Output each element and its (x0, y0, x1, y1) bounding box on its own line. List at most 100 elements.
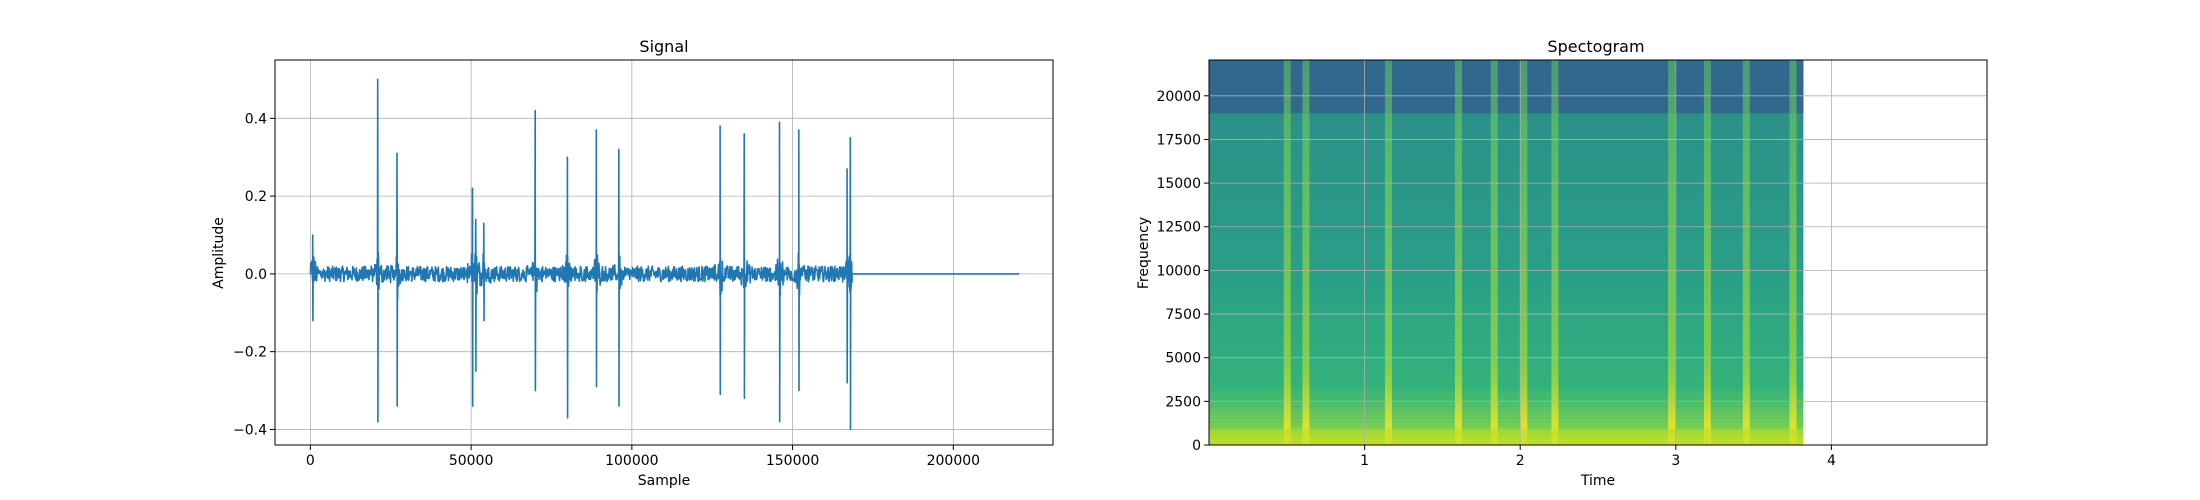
spectrogram-texture-band (1209, 425, 1804, 428)
signal-xtick-label: 0 (306, 453, 315, 469)
spectrogram-ticks: 1 2 3 4 0 2500 5000 7500 10000 12500 15000 17500 200… (1156, 89, 1835, 469)
spectrogram-texture-band (1209, 385, 1804, 388)
spectrogram-texture-band (1209, 401, 1804, 404)
spectrogram-texture-band (1209, 257, 1804, 260)
signal-xtick-label: 100000 (605, 453, 658, 469)
spectrogram-ytick-label: 20000 (1156, 89, 1201, 105)
spectrogram-xtick-label: 4 (1827, 453, 1836, 469)
spectrogram-texture-band (1209, 357, 1804, 360)
spectrogram-chart: Spectogram 1 2 3 4 0 2500 5000 7500 10000 12500 15… (1136, 37, 1988, 489)
spectrogram-plot-frame (1208, 59, 1988, 446)
spectrogram-texture-band (1209, 133, 1804, 136)
spectrogram-texture-band (1209, 397, 1804, 400)
spectrogram-texture-band (1209, 265, 1804, 268)
signal-ytick-label: 0.4 (245, 111, 267, 127)
signal-ylabel: Amplitude (211, 217, 227, 289)
spectrogram-texture-band (1209, 341, 1804, 344)
spectrogram-onset (1789, 60, 1797, 445)
spectrogram-texture-band (1209, 393, 1803, 395)
spectrogram-ytick-label: 12500 (1156, 220, 1201, 236)
signal-grid (275, 60, 1053, 445)
spectrogram-texture-band (1209, 113, 1804, 116)
spectrogram-texture-band (1209, 129, 1804, 132)
spectrogram-onset (1742, 60, 1750, 445)
spectrogram-texture-band (1209, 309, 1804, 312)
spectrogram-texture-band (1209, 233, 1804, 236)
spectrogram-texture-band (1209, 285, 1804, 288)
spectrogram-onset (1520, 60, 1528, 445)
spectrogram-texture-band (1209, 289, 1804, 292)
spectrogram-texture-band (1209, 349, 1804, 352)
spectrogram-texture-band (1209, 217, 1804, 220)
spectrogram-texture-band (1209, 345, 1804, 348)
spectrogram-texture-band (1209, 141, 1804, 144)
spectrogram-onset (1384, 60, 1392, 445)
signal-ytick-label: −0.2 (233, 345, 267, 361)
spectrogram-texture-band (1209, 293, 1804, 296)
spectrogram-onset (1302, 60, 1310, 445)
spectrogram-onset (1454, 60, 1462, 445)
spectrogram-texture-band (1209, 221, 1804, 224)
spectrogram-ytick-label: 2500 (1165, 394, 1201, 410)
spectrogram-texture-band (1209, 205, 1804, 208)
signal-series-path (309, 78, 1020, 431)
spectrogram-texture-band (1209, 381, 1804, 384)
spectrogram-ytick-label: 0 (1192, 438, 1201, 454)
spectrogram-onset (1490, 60, 1498, 445)
spectrogram-texture-band (1209, 373, 1804, 376)
spectrogram-image (1209, 60, 1804, 445)
spectrogram-ytick-label: 15000 (1156, 176, 1201, 192)
spectrogram-texture-band (1209, 377, 1803, 379)
spectrogram-texture-band (1209, 273, 1804, 276)
spectrogram-texture-band (1209, 169, 1804, 172)
spectrogram-texture-band (1209, 361, 1804, 364)
spectrogram-texture-band (1209, 173, 1804, 176)
spectrogram-onset (1703, 60, 1711, 445)
spectrogram-texture-band (1209, 389, 1804, 392)
signal-plot-frame (274, 59, 1054, 446)
spectrogram-texture-band (1209, 353, 1804, 356)
spectrogram-texture-band (1209, 193, 1803, 195)
signal-xtick-label: 50000 (449, 453, 494, 469)
spectrogram-texture-band (1209, 305, 1804, 308)
signal-ytick-label: 0.2 (245, 189, 267, 205)
spectrogram-texture-band (1209, 201, 1804, 204)
spectrogram-texture-band (1209, 245, 1804, 248)
signal-xtick-label: 150000 (766, 453, 819, 469)
signal-ytick-label: 0.0 (245, 267, 267, 283)
spectrogram-texture-band (1209, 189, 1804, 192)
spectrogram-texture-band (1209, 253, 1804, 256)
spectrogram-ytick-label: 5000 (1165, 351, 1201, 367)
spectrogram-xtick-label: 2 (1516, 453, 1525, 469)
spectrogram-texture-band (1209, 297, 1804, 300)
spectrogram-xtick-label: 1 (1360, 453, 1369, 469)
spectrogram-texture-band (1209, 157, 1804, 160)
spectrogram-texture-band (1209, 197, 1804, 200)
spectrogram-ytick-label: 7500 (1165, 307, 1201, 323)
spectrogram-above-cutoff (1209, 60, 1804, 114)
spectrogram-texture-band (1209, 185, 1804, 188)
spectrogram-texture-band (1209, 261, 1803, 263)
spectrogram-texture-band (1209, 325, 1804, 328)
spectrogram-texture-band (1209, 365, 1804, 368)
spectrogram-texture-band (1209, 337, 1804, 340)
spectrogram-onset (1668, 60, 1676, 445)
signal-title: Signal (639, 37, 688, 56)
spectrogram-xtick-label: 3 (1671, 453, 1680, 469)
spectrogram-texture-band (1209, 225, 1804, 228)
signal-ticks: 0 50000 100000 150000 200000 −0.4 −0.2 0.0 0.2 0.… (233, 111, 980, 469)
spectrogram-xlabel: Time (1580, 473, 1615, 489)
spectrogram-texture-band (1209, 249, 1803, 251)
spectrogram-texture-band (1209, 125, 1804, 128)
spectrogram-texture-band (1209, 405, 1804, 408)
spectrogram-ytick-label: 17500 (1156, 132, 1201, 148)
spectrogram-texture-band (1209, 177, 1804, 180)
spectrogram-texture-band (1209, 137, 1804, 140)
spectrogram-ylabel: Frequency (1136, 217, 1152, 289)
spectrogram-texture-band (1209, 165, 1804, 168)
signal-xtick-label: 200000 (927, 453, 980, 469)
spectrogram-texture-band (1209, 317, 1804, 320)
spectrogram-texture-band (1209, 153, 1804, 156)
spectrogram-texture-band (1209, 417, 1804, 420)
